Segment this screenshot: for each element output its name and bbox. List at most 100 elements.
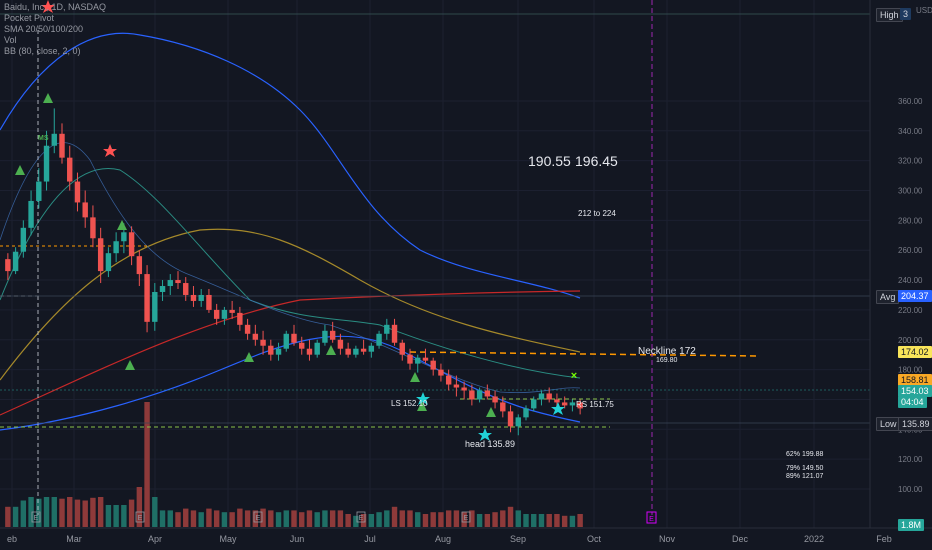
candle-body <box>484 390 491 397</box>
chart-grid <box>0 0 885 528</box>
x-tick-label: Aug <box>435 534 451 544</box>
svg-text:E: E <box>359 515 364 522</box>
volume-bar <box>12 506 19 527</box>
volume-bar <box>121 505 127 527</box>
green-arrow-marker <box>417 401 427 411</box>
high-digit: 3 <box>900 8 912 20</box>
candle-body <box>190 294 197 301</box>
candle-body <box>337 339 344 349</box>
candle-body <box>221 309 228 319</box>
sma-100 <box>0 228 581 381</box>
volume-bar <box>561 515 568 527</box>
x-tick-label: May <box>219 534 237 544</box>
volume-bar <box>275 512 282 527</box>
volume-bar <box>461 512 467 527</box>
green-arrow-marker <box>15 165 25 175</box>
volume-bar <box>438 512 444 527</box>
candle-body <box>329 330 336 340</box>
volume-bar <box>515 510 521 527</box>
sma-50 <box>0 168 581 379</box>
x-tick-label: Apr <box>148 534 162 544</box>
candle-body <box>422 357 429 361</box>
bollinger-lower <box>0 335 581 431</box>
candle-body <box>229 309 235 313</box>
candle-body <box>144 274 150 322</box>
target-value-1: 190.55 <box>528 153 571 169</box>
blue-star-marker <box>478 428 492 441</box>
candle-body <box>461 387 467 391</box>
red-star-marker <box>41 0 55 13</box>
volume-bar <box>28 497 34 527</box>
volume-bar <box>229 512 235 527</box>
avg-price-tag: 204.37 <box>898 290 932 302</box>
y-tick-label: 120.00 <box>898 455 923 464</box>
volume-bar <box>407 510 413 527</box>
legend-symbol[interactable]: Baidu, Inc., 1D, NASDAQ <box>4 2 107 12</box>
candle-body <box>20 227 27 252</box>
volume-bar <box>283 510 289 527</box>
volume-bar <box>90 497 96 527</box>
currency-label[interactable]: USD <box>916 6 932 15</box>
candle-body <box>67 157 73 182</box>
legend-indicator-pocket-pivot[interactable]: Pocket Pivot <box>4 13 55 23</box>
volume-bar <box>453 510 460 527</box>
volume-bar <box>183 508 189 527</box>
y-tick-label: 240.00 <box>898 276 923 285</box>
volume-bar <box>206 508 212 527</box>
candle-body <box>492 396 498 403</box>
candle-body <box>345 348 351 355</box>
chart-legend[interactable]: Baidu, Inc., 1D, NASDAQ Pocket Pivot SMA… <box>4 2 106 57</box>
volume-bar <box>353 515 359 527</box>
volume-bar <box>391 506 398 527</box>
volume-bar <box>82 500 88 527</box>
volume-bar <box>268 510 274 527</box>
svg-text:E: E <box>34 515 39 522</box>
volume-bar <box>507 506 514 527</box>
legend-indicator-vol[interactable]: Vol <box>4 35 17 45</box>
fib-89-label: 89% 121.07 <box>786 473 824 480</box>
candle-body <box>113 241 119 254</box>
volume-bar <box>252 510 259 527</box>
candle-body <box>97 238 104 272</box>
volume-bar <box>198 512 204 527</box>
legend-indicator-bb[interactable]: BB (80, close, 2, 0) <box>4 46 81 56</box>
target-range-label: 212 to 224 <box>578 209 616 218</box>
head-label: head 135.89 <box>465 439 516 449</box>
volume-bar <box>523 514 529 527</box>
high-label: High <box>876 8 903 22</box>
legend-indicator-sma[interactable]: SMA 20/50/100/200 <box>4 24 84 34</box>
volume-bar <box>167 510 173 527</box>
candle-body <box>430 360 436 370</box>
candle-body <box>5 259 11 272</box>
volume-bar <box>430 512 436 527</box>
volume-bar <box>376 512 382 527</box>
neckline-label: Neckline 172 <box>638 346 696 357</box>
candle-body <box>376 333 382 346</box>
y-tick-label: 100.00 <box>898 485 923 494</box>
left-shoulder-label: LS 152.10 <box>391 399 428 408</box>
candle-body <box>507 411 514 427</box>
volume-bar <box>221 512 228 527</box>
x-axis-ticks: eb Mar Apr May Jun Jul Aug Sep Oct Nov Dec 2022 Feb <box>7 534 892 544</box>
volume-bar <box>136 487 143 527</box>
x-tick-label: 2022 <box>804 534 824 544</box>
volume-bar <box>360 514 367 527</box>
y-tick-label: 340.00 <box>898 127 923 136</box>
green-arrow-marker <box>125 360 135 370</box>
volume-bar <box>368 514 375 527</box>
sma-price-tag: 174.02 <box>898 346 932 358</box>
candle-body <box>206 294 212 310</box>
candle-body <box>515 417 521 427</box>
y-tick-label: 360.00 <box>898 97 923 106</box>
sma-200 <box>0 290 581 416</box>
candle-body <box>353 348 359 355</box>
candle-body <box>538 393 545 400</box>
volume-bar <box>128 499 135 527</box>
y-tick-label: 280.00 <box>898 216 923 225</box>
right-shoulder-label: RS 151.75 <box>576 400 614 409</box>
candle-body <box>445 375 452 385</box>
candle-body <box>252 333 259 340</box>
x-tick-label: Sep <box>510 534 526 544</box>
candle-body <box>546 393 552 400</box>
